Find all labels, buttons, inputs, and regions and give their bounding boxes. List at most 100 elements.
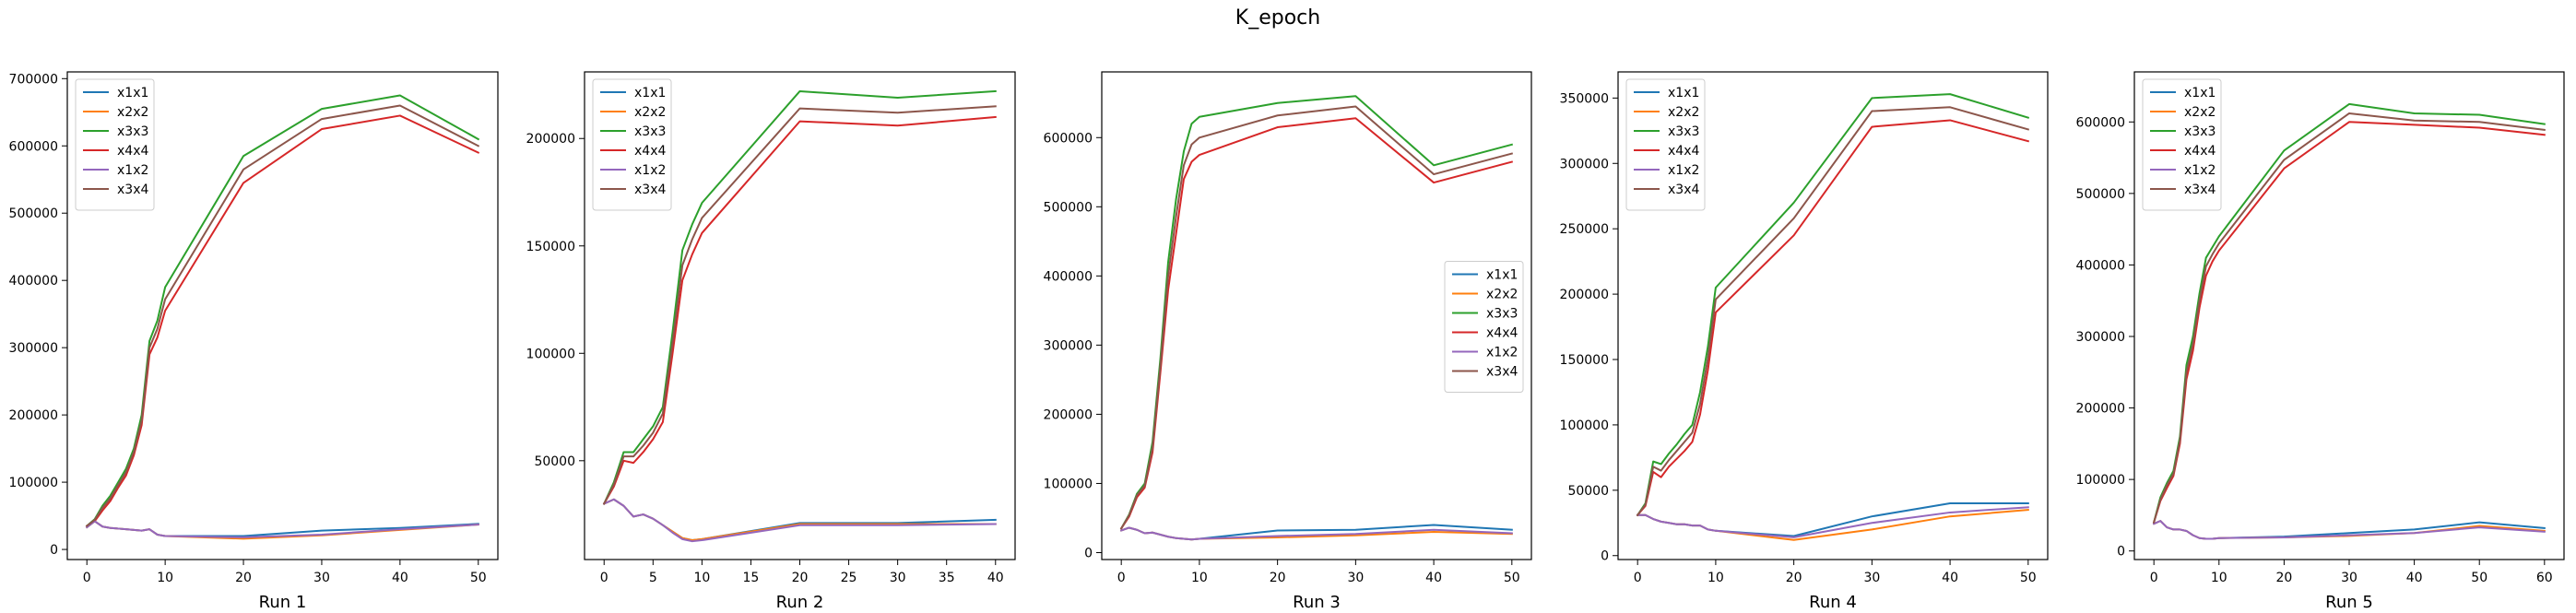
series-line-x3x3 <box>2152 102 2546 524</box>
x-tick-label: 30 <box>2341 571 2357 585</box>
x-tick-label: 40 <box>392 571 408 585</box>
x-tick-label: 10 <box>693 571 710 585</box>
x-tick-label: 30 <box>1347 571 1364 585</box>
legend-label-x4x4: x4x4 <box>1668 144 1699 159</box>
y-tick-label: 300000 <box>1044 338 1093 353</box>
legend: x1x1 x2x2 x3x3 x4x4 x1x2 x3x4 <box>1625 78 1706 211</box>
x-axis-label: Run 4 <box>1809 593 1857 612</box>
series-line-x4x4 <box>602 115 997 505</box>
y-tick-label: 0 <box>1601 549 1609 564</box>
x-tick-label: 20 <box>1270 571 1286 585</box>
x-tick-label: 40 <box>987 571 1004 585</box>
legend-label-x3x4: x3x4 <box>117 183 148 197</box>
subplot-run-5: 0 10 20 30 40 50 60 0 100000 200000 300000 400000 50… <box>2076 71 2565 612</box>
y-tick-label: 100000 <box>2076 473 2125 488</box>
legend-label-x3x4: x3x4 <box>1668 183 1699 197</box>
legend-label-x1x2: x1x2 <box>1486 346 1518 360</box>
x-tick-label: 40 <box>1942 571 1958 585</box>
legend-label-x1x2: x1x2 <box>634 163 666 178</box>
series-line-x3x3 <box>1119 95 1514 530</box>
x-tick-label: 25 <box>841 571 857 585</box>
legend-label-x3x4: x3x4 <box>634 183 666 197</box>
x-tick-label: 50 <box>2020 571 2037 585</box>
legend-label-x1x1: x1x1 <box>117 86 148 100</box>
y-tick-label: 100000 <box>1560 418 1609 433</box>
legend-label-x2x2: x2x2 <box>634 105 666 120</box>
x-tick-label: 30 <box>890 571 906 585</box>
x-tick-label: 20 <box>792 571 809 585</box>
legend-label-x4x4: x4x4 <box>634 144 666 159</box>
x-tick-label: 50 <box>2471 571 2487 585</box>
legend-label-x2x2: x2x2 <box>1668 105 1699 120</box>
x-tick-label: 10 <box>1191 571 1208 585</box>
y-tick-label: 250000 <box>1560 222 1609 237</box>
x-tick-label: 10 <box>2211 571 2227 585</box>
x-tick-label: 0 <box>600 571 609 585</box>
legend-label-x1x2: x1x2 <box>2184 163 2216 178</box>
y-tick-label: 400000 <box>2076 258 2125 273</box>
x-tick-label: 30 <box>1863 571 1880 585</box>
y-tick-label: 100000 <box>9 476 58 490</box>
legend-label-x2x2: x2x2 <box>1486 288 1518 302</box>
legend-label-x1x2: x1x2 <box>1668 163 1699 178</box>
y-tick-label: 300000 <box>1560 157 1609 171</box>
x-axis-label: Run 3 <box>1293 593 1341 612</box>
x-tick-label: 30 <box>313 571 330 585</box>
y-tick-label: 200000 <box>9 408 58 423</box>
y-tick-label: 600000 <box>9 139 58 154</box>
x-axis-label: Run 1 <box>259 593 307 612</box>
legend-label-x3x4: x3x4 <box>1486 365 1518 380</box>
series-line-x1x2 <box>1119 526 1513 541</box>
x-tick-label: 0 <box>83 571 91 585</box>
legend-label-x4x4: x4x4 <box>1486 326 1518 341</box>
y-tick-label: 100000 <box>526 347 575 361</box>
legend-label-x3x4: x3x4 <box>2184 183 2216 197</box>
y-tick-label: 50000 <box>534 454 575 469</box>
y-tick-label: 200000 <box>1044 407 1093 422</box>
y-tick-label: 350000 <box>1560 91 1609 106</box>
x-tick-label: 15 <box>743 571 760 585</box>
x-tick-label: 50 <box>470 571 487 585</box>
x-tick-label: 0 <box>1634 571 1642 585</box>
x-tick-label: 20 <box>235 571 252 585</box>
y-tick-label: 50000 <box>1567 484 1609 499</box>
y-tick-label: 200000 <box>2076 402 2125 417</box>
series-line-x3x4 <box>602 105 997 505</box>
y-tick-label: 0 <box>1084 546 1093 560</box>
y-tick-label: 0 <box>2117 545 2125 560</box>
series-line-x1x2 <box>2152 520 2546 540</box>
x-tick-label: 5 <box>649 571 657 585</box>
y-tick-label: 150000 <box>526 240 575 254</box>
subplot-run-1: 0 10 20 30 40 50 0 100000 200000 300000 400000 5000… <box>9 71 499 612</box>
y-tick-label: 300000 <box>2076 330 2125 345</box>
legend-label-x3x3: x3x3 <box>634 124 666 139</box>
y-tick-label: 400000 <box>9 274 58 289</box>
x-tick-label: 0 <box>1117 571 1126 585</box>
axes-frame <box>66 71 499 560</box>
x-tick-label: 40 <box>2406 571 2423 585</box>
y-tick-label: 300000 <box>9 341 58 356</box>
series-line-x4x4 <box>85 114 480 527</box>
legend: x1x1 x2x2 x3x3 x4x4 x1x2 x3x4 <box>75 78 155 211</box>
legend-label-x3x3: x3x3 <box>117 124 148 139</box>
x-tick-label: 40 <box>1425 571 1442 585</box>
series-line-x1x2 <box>85 520 479 538</box>
series-line-x4x4 <box>1119 117 1514 530</box>
x-tick-label: 10 <box>157 571 173 585</box>
subplot-run-4: 0 10 20 30 40 50 0 50000 100000 150000 200000 25000… <box>1560 71 2049 612</box>
legend: x1x1 x2x2 x3x3 x4x4 x1x2 x3x4 <box>1444 261 1524 393</box>
series-line-x3x4 <box>85 104 480 527</box>
axes-frame <box>1617 71 2049 560</box>
x-tick-label: 60 <box>2536 571 2553 585</box>
series-line-x1x2 <box>602 498 997 543</box>
x-tick-label: 35 <box>939 571 955 585</box>
legend-label-x3x3: x3x3 <box>1668 124 1699 139</box>
x-axis-label: Run 2 <box>776 593 824 612</box>
series-line-x3x4 <box>2152 112 2546 524</box>
legend-label-x1x2: x1x2 <box>117 163 148 178</box>
y-tick-label: 500000 <box>9 206 58 221</box>
y-tick-label: 200000 <box>526 132 575 147</box>
y-tick-label: 0 <box>50 543 58 558</box>
y-tick-label: 600000 <box>2076 115 2125 130</box>
